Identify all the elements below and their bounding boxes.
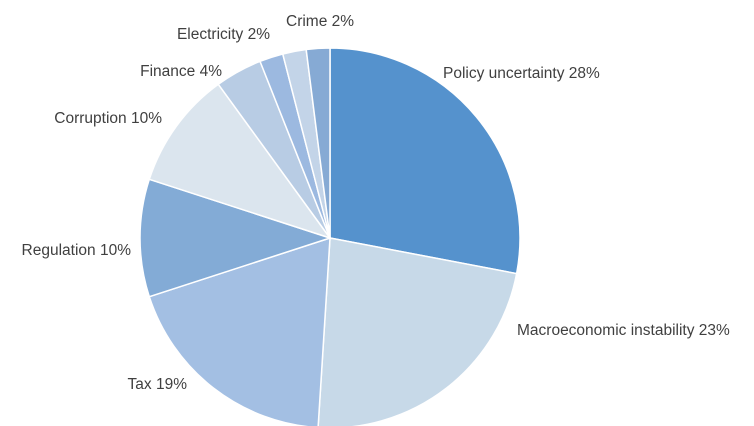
label-corruption: Corruption 10% [54, 110, 162, 127]
label-electricity: Electricity 2% [177, 26, 270, 43]
slice-corruption [148, 83, 332, 240]
slice-regulation [139, 178, 333, 298]
slice-policy-uncertainty [329, 47, 521, 275]
label-policy-uncertainty: Policy uncertainty 28% [443, 65, 600, 82]
label-finance: Finance 4% [140, 63, 222, 80]
slice-macroeconomic-instability [317, 237, 518, 426]
pie-slices [139, 47, 521, 426]
slice-tax [148, 236, 331, 426]
label-crime: Crime 2% [286, 13, 354, 30]
label-regulation: Regulation 10% [22, 242, 132, 259]
slice-labels: Policy uncertainty 28% Macroeconomic ins… [22, 13, 730, 393]
label-macroeconomic-instability: Macroeconomic instability 23% [517, 322, 730, 339]
slice-crime [305, 47, 331, 239]
label-tax: Tax 19% [128, 376, 188, 393]
